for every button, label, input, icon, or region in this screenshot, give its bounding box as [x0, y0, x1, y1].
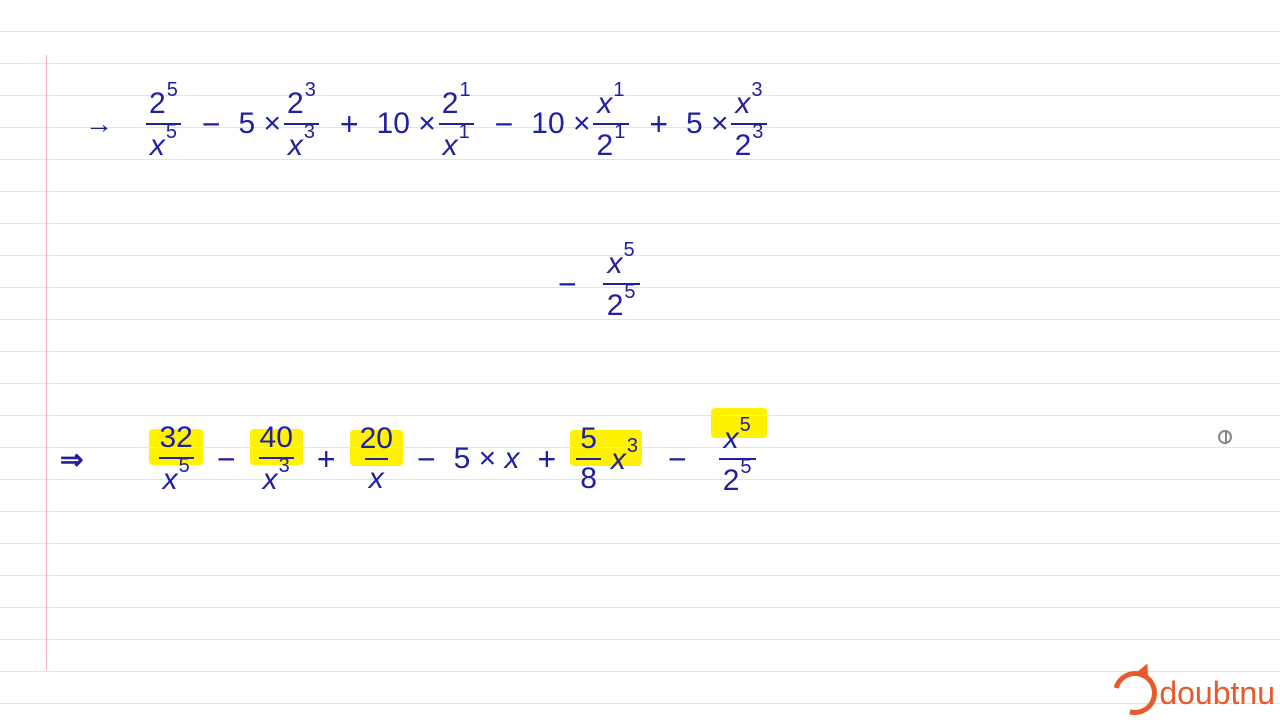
highlighted-term: 5 8 x3	[574, 422, 638, 496]
minus-op: −	[668, 441, 687, 478]
highlighted-term: 20 x	[354, 422, 399, 496]
plus-op: +	[649, 106, 668, 143]
highlighted-term: 40 x3	[254, 421, 299, 497]
implies-arrow: ⇒	[60, 443, 83, 476]
doubtnut-logo: doubtnu	[1113, 671, 1275, 715]
logo-text: doubtnu	[1159, 675, 1275, 712]
equation-line-1: → 25 x5 − 5 × 23 x3 + 10 × 21 x1 − 10 × …	[85, 85, 769, 163]
cursor-icon	[1218, 430, 1232, 444]
implies-arrow: →	[85, 108, 113, 140]
term: 5 × x3 23	[686, 85, 769, 163]
margin-line	[46, 55, 47, 670]
term: 5 × 23 x3	[239, 85, 322, 163]
minus-op: −	[495, 106, 514, 143]
minus-op: −	[417, 441, 436, 478]
plus-op: +	[340, 106, 359, 143]
minus-op: −	[217, 441, 236, 478]
fraction-term: x5 25	[717, 420, 758, 498]
highlighted-term: 32 x5	[153, 421, 198, 497]
logo-icon	[1113, 671, 1157, 715]
term: 5 × x	[454, 442, 520, 476]
term: 10 × x1 21	[531, 85, 631, 163]
term: 10 × 21 x1	[377, 85, 477, 163]
minus-op: −	[202, 106, 221, 143]
math-content: → 25 x5 − 5 × 23 x3 + 10 × 21 x1 − 10 × …	[0, 0, 1280, 85]
equation-line-2: − x5 25	[550, 245, 642, 323]
equation-line-3: ⇒ 32 x5 − 40 x3 + 20 x − 5 × x +	[60, 420, 758, 498]
plus-op: +	[538, 441, 557, 478]
minus-op: −	[558, 266, 577, 303]
plus-op: +	[317, 441, 336, 478]
fraction-term: 25 x5	[145, 85, 182, 163]
fraction-term: x5 25	[603, 245, 640, 323]
